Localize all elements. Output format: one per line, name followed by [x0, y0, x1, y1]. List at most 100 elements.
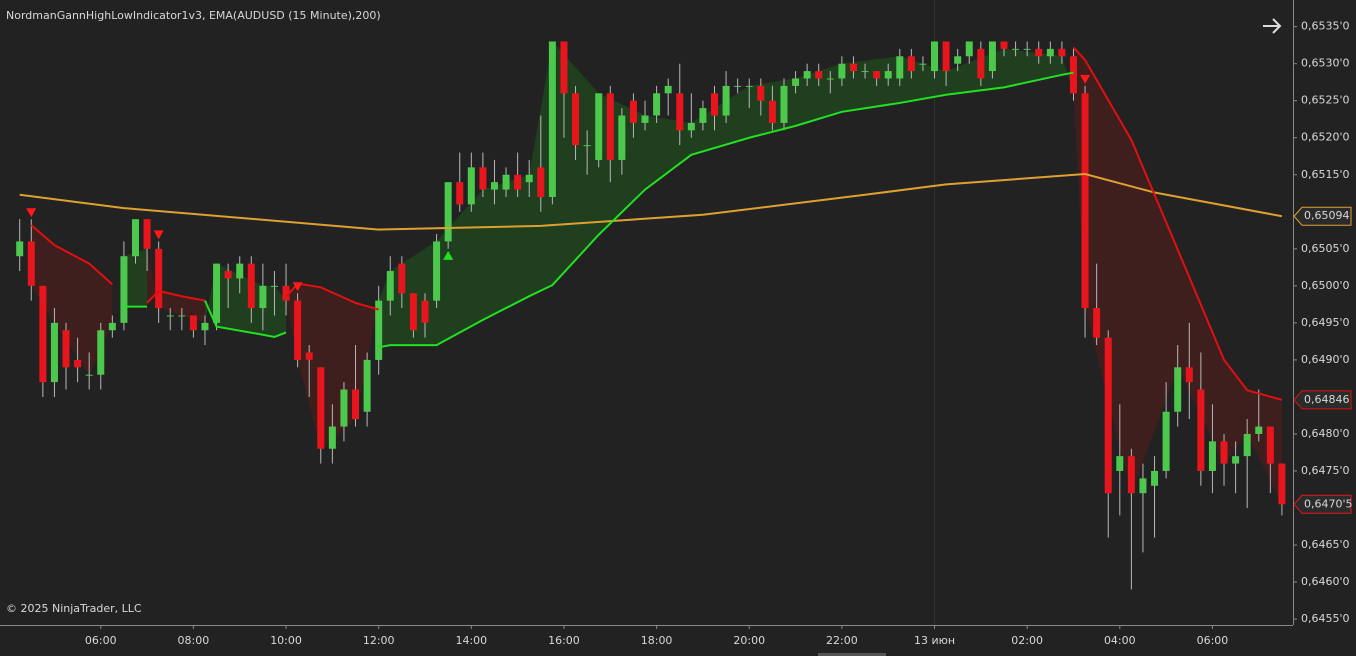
candle-body: [1243, 433, 1251, 457]
candle-body: [328, 426, 336, 449]
candle-body: [166, 315, 174, 317]
sell-signal: [292, 282, 303, 292]
x-tick-label: 22:00: [826, 634, 858, 647]
candle-body: [896, 56, 904, 79]
candle-body: [1127, 456, 1135, 494]
candle-body: [757, 85, 765, 101]
indicator-line: [1072, 46, 1283, 401]
candle-body: [444, 182, 452, 242]
candle-body: [907, 56, 915, 72]
y-tick-label: 0,6520'0: [1301, 131, 1350, 144]
candle-body: [1069, 56, 1077, 94]
candle-body: [490, 182, 498, 190]
candle-body: [479, 167, 487, 190]
candle-body: [595, 93, 603, 160]
candle-body: [826, 78, 834, 80]
candle-body: [39, 285, 47, 383]
y-tick-label: 0,6460'0: [1301, 575, 1350, 588]
x-tick-label: 10:00: [270, 634, 302, 647]
candle-body: [1058, 48, 1066, 57]
candle-body: [108, 322, 116, 331]
candle-body: [768, 100, 776, 123]
candle-body: [1116, 456, 1124, 471]
candle-body: [514, 174, 522, 190]
candle-body: [1162, 411, 1170, 471]
sell-signal: [153, 230, 164, 240]
candle-body: [456, 182, 464, 205]
indicator-line: [204, 300, 287, 338]
chart-title: NordmanGannHighLowIndicator1v3, EMA(AUDU…: [6, 9, 381, 22]
candle-body: [294, 300, 302, 360]
candle-body: [548, 41, 556, 197]
x-tick-label: 02:00: [1011, 634, 1043, 647]
candle-body: [132, 219, 139, 257]
candle-body: [792, 78, 800, 86]
candle-body: [340, 389, 348, 427]
scrollbar[interactable]: [818, 653, 886, 656]
candle-body: [1081, 93, 1089, 309]
candle-body: [884, 71, 892, 79]
candle-body: [664, 85, 672, 94]
x-tick-label: 06:00: [85, 634, 117, 647]
candle-body: [189, 315, 197, 331]
y-tick-label: 0,6530'0: [1301, 57, 1350, 70]
candle-body: [62, 330, 70, 368]
candle-body: [1012, 48, 1020, 50]
candle-body: [1139, 478, 1147, 494]
candle-body: [120, 256, 128, 323]
candle-body: [1035, 48, 1043, 57]
candle-body: [1046, 48, 1054, 57]
x-tick-label: 13 июн: [914, 634, 955, 647]
candle-body: [734, 85, 742, 87]
y-tick-label: 0,6505'0: [1301, 242, 1350, 255]
indicator-line: [146, 289, 206, 304]
candle-body: [224, 271, 232, 279]
y-tick-label: 0,6475'0: [1301, 464, 1350, 477]
candle-body: [16, 241, 24, 257]
candle-body: [560, 41, 568, 94]
x-tick-label: 18:00: [641, 634, 673, 647]
price-marker: [1293, 390, 1352, 410]
indicator-fill: [123, 248, 148, 307]
navigate-icon[interactable]: [1263, 18, 1282, 34]
x-tick-label: 04:00: [1104, 634, 1136, 647]
candle-body: [143, 219, 151, 249]
sell-signal: [1080, 74, 1091, 84]
candle-body: [236, 263, 244, 279]
y-tick-label: 0,6525'0: [1301, 94, 1350, 107]
y-tick-label: 0,6490'0: [1301, 353, 1350, 366]
indicator-fill: [1073, 47, 1282, 505]
x-tick-label: 16:00: [548, 634, 580, 647]
candle-body: [155, 248, 163, 309]
candle-body: [699, 108, 707, 123]
candle-body: [201, 322, 209, 331]
candle-body: [931, 41, 939, 72]
indicator-line: [19, 173, 1283, 231]
buy-signal: [443, 250, 454, 260]
candle-body: [50, 322, 58, 383]
candle-body: [259, 285, 267, 309]
candle-body: [618, 115, 626, 160]
candle-body: [1197, 389, 1205, 471]
candle-body: [861, 71, 869, 73]
candle-body: [1023, 48, 1031, 50]
indicator-line: [378, 71, 1074, 349]
candle-body: [537, 167, 545, 197]
indicator-line: [30, 224, 114, 286]
candle-body: [965, 41, 973, 57]
price-marker: [1293, 494, 1352, 514]
price-marker: [1293, 206, 1352, 226]
price-marker-label: 0,6470'5: [1304, 497, 1353, 510]
candle-body: [1232, 456, 1240, 464]
x-tick-label: 12:00: [363, 634, 395, 647]
candle-body: [178, 315, 186, 317]
candle-body: [317, 367, 325, 449]
candle-body: [815, 71, 823, 79]
candle-body: [641, 115, 649, 123]
candle-body: [954, 56, 962, 64]
price-marker-label: 0,65094: [1304, 209, 1350, 222]
x-tick-label: 14:00: [455, 634, 487, 647]
candle-body: [1174, 367, 1182, 412]
candle-body: [711, 93, 718, 116]
candle-body: [583, 145, 591, 147]
